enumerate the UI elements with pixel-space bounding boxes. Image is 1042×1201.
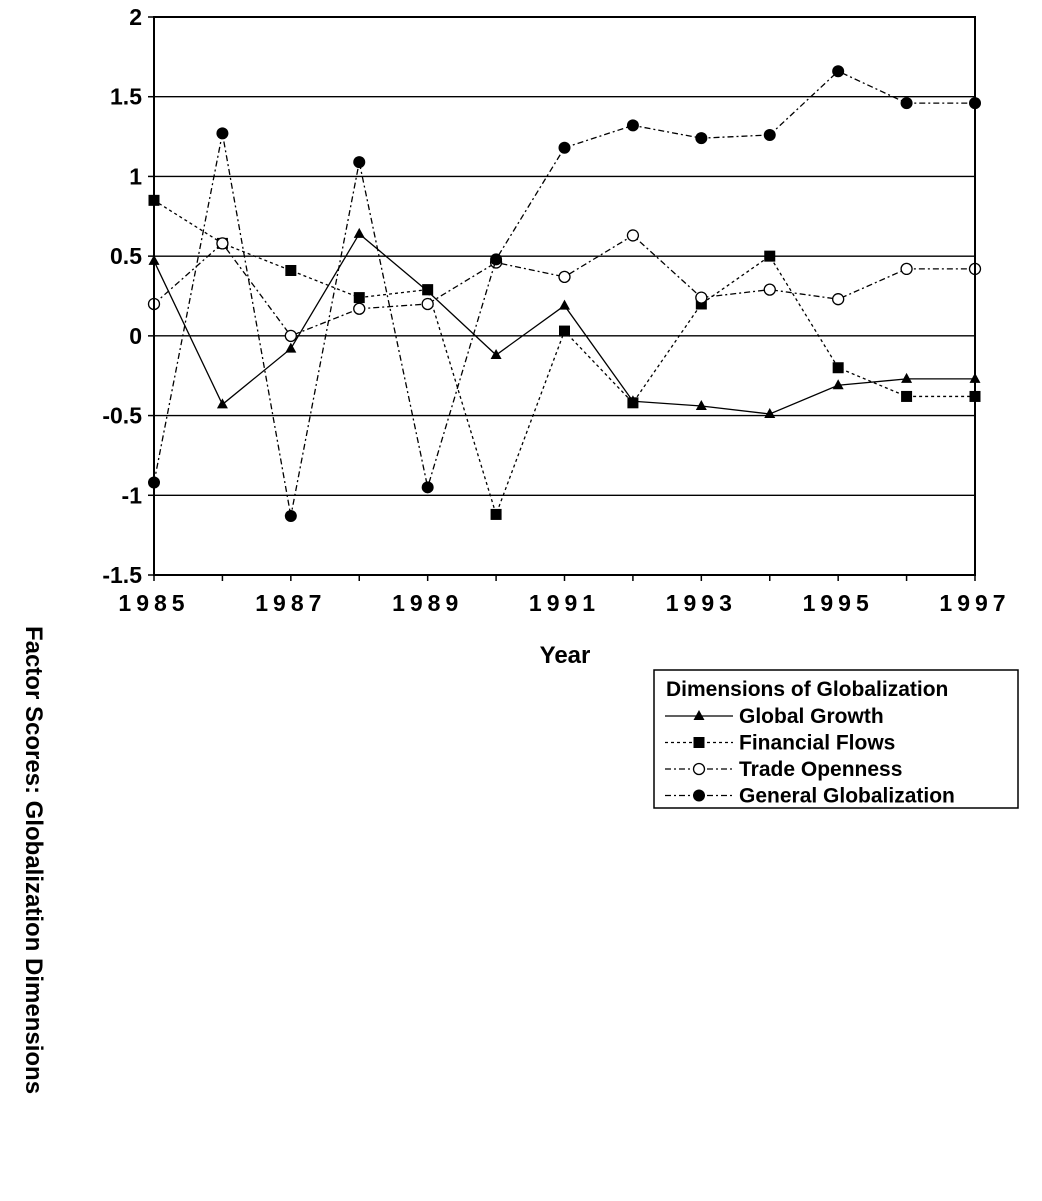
data-point-marker <box>558 141 571 154</box>
data-point-marker <box>490 253 503 266</box>
data-point-marker <box>559 325 570 337</box>
data-point-marker <box>832 293 845 306</box>
data-point-marker <box>421 481 434 494</box>
legend-marker <box>693 710 705 720</box>
series-financial-flows <box>148 194 981 520</box>
data-point-marker <box>353 302 366 315</box>
legend-label: General Globalization <box>739 785 955 808</box>
data-point-marker <box>626 229 640 242</box>
x-tick-label: 1985 <box>118 590 189 616</box>
legend-label: Global Growth <box>739 705 884 728</box>
x-axis-label: Year <box>540 642 591 669</box>
data-point-marker <box>900 262 913 276</box>
data-point-marker <box>764 407 776 418</box>
gridlines <box>154 96 975 496</box>
x-tick-label: 1995 <box>803 590 874 616</box>
series-trade-openness <box>147 229 982 343</box>
data-point-marker <box>901 372 913 383</box>
data-point-marker <box>216 398 228 409</box>
data-series <box>147 65 982 523</box>
legend-box <box>653 669 1019 809</box>
data-point-marker <box>832 362 844 374</box>
legend-title: Dimensions of Globalization <box>666 678 948 701</box>
y-tick-label: -0.5 <box>102 403 142 429</box>
data-point-marker <box>353 292 365 304</box>
legend-marker <box>692 762 706 776</box>
y-tick-label: 1 <box>129 163 142 189</box>
legend-label: Financial Flows <box>739 732 895 755</box>
data-point-marker <box>490 348 502 359</box>
data-point-marker <box>285 264 297 276</box>
series-general-globalization <box>148 65 981 523</box>
data-point-marker <box>626 119 639 132</box>
series-line <box>153 234 975 337</box>
legend-marker <box>693 789 705 802</box>
data-point-marker <box>353 227 365 238</box>
data-point-marker <box>490 508 502 520</box>
data-point-marker <box>901 390 913 402</box>
data-point-marker <box>695 298 707 310</box>
y-tick-label: 0 <box>129 323 142 349</box>
plot-frame <box>153 16 976 576</box>
data-point-marker <box>695 132 708 145</box>
data-point-marker <box>216 127 229 140</box>
y-axis-label: Factor Scores: Globalization Dimensions <box>20 626 47 1094</box>
data-point-marker <box>695 400 707 411</box>
data-point-marker <box>421 297 434 311</box>
data-point-marker <box>900 97 913 110</box>
legend-label: Trade Openness <box>739 758 902 781</box>
plot-area-border <box>153 16 976 576</box>
data-point-marker <box>284 510 297 523</box>
legend-item: General Globalization <box>665 785 955 808</box>
data-point-marker <box>832 379 844 390</box>
legend-marker <box>693 737 705 748</box>
x-tick-label: 1987 <box>255 590 326 616</box>
x-tick-label: 1991 <box>529 590 600 616</box>
y-tick-label: -1.5 <box>102 562 142 588</box>
y-tick-label: 2 <box>129 4 142 30</box>
data-point-marker <box>695 291 708 304</box>
data-point-marker <box>285 342 297 353</box>
series-line <box>153 232 975 415</box>
y-tick-label: 0.5 <box>110 243 142 269</box>
data-point-marker <box>216 237 229 250</box>
legend-item: Global Growth <box>665 705 884 728</box>
series-line <box>153 70 975 517</box>
data-point-marker <box>558 270 571 284</box>
series-line <box>153 199 975 517</box>
data-point-marker <box>627 397 639 409</box>
data-point-marker <box>763 283 776 296</box>
y-tick-label: -1 <box>122 482 143 508</box>
data-point-marker <box>353 156 366 169</box>
data-point-marker <box>764 250 776 262</box>
data-point-marker <box>559 299 570 310</box>
y-tick-label: 1.5 <box>110 84 142 110</box>
legend: Dimensions of Globalization Global Growt… <box>653 669 1019 809</box>
data-point-marker <box>422 284 434 296</box>
x-tick-label: 1989 <box>392 590 463 616</box>
x-tick-label: 1993 <box>666 590 737 616</box>
x-tick-label: 1997 <box>939 590 1010 616</box>
legend-item: Trade Openness <box>665 758 902 781</box>
data-point-marker <box>832 65 845 78</box>
legend-item: Financial Flows <box>665 732 895 755</box>
data-point-marker <box>763 128 776 141</box>
data-point-marker <box>284 329 297 343</box>
